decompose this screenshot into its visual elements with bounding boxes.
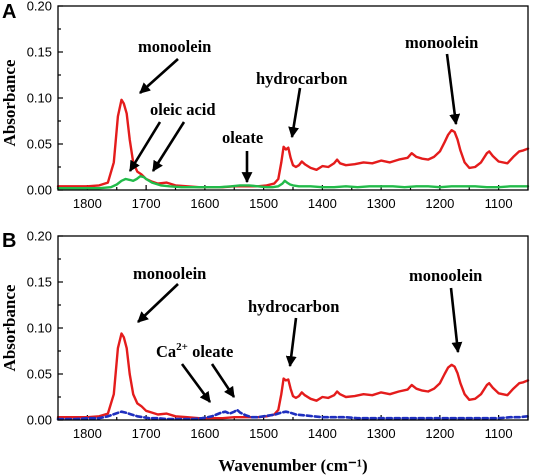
- x-tick-label-b-3: 1500: [249, 426, 278, 441]
- ca-text: Ca: [156, 342, 176, 361]
- series-line-a-0: [56, 98, 530, 189]
- y-tick-label-b-3: 0.15: [27, 275, 52, 290]
- panel-b-annot-monoolein-1: monoolein: [133, 264, 206, 283]
- arrow-a-hydrocarbon: [288, 87, 302, 139]
- panel-a-frame: [57, 5, 529, 191]
- panel-a-series: [56, 98, 530, 190]
- panel-a-annot-monoolein-2: monoolein: [405, 33, 478, 52]
- x-tick-label-a-2: 1600: [190, 196, 219, 211]
- arrow-b-ca-oleate-2: [210, 363, 236, 398]
- panel-a-label: A: [2, 1, 16, 23]
- x-tick-label-b-2: 1600: [190, 426, 219, 441]
- y-tick-label-a-3: 0.15: [27, 45, 52, 60]
- panel-b-ylabel: Absorbance: [0, 284, 19, 371]
- panel-a-annot-hydrocarbon: hydrocarbon: [256, 69, 347, 88]
- x-tick-label-a-7: 1100: [485, 196, 513, 211]
- x-tick-label-a-3: 1500: [249, 196, 278, 211]
- x-tick-label-b-7: 1100: [485, 426, 513, 441]
- arrow-b-hydrocarbon: [285, 317, 298, 368]
- panel-b-annot-monoolein-2: monoolein: [409, 266, 482, 285]
- arrow-a-oleic-2: [151, 121, 186, 172]
- x-tick-label-a-5: 1300: [367, 196, 396, 211]
- panel-b-annot-hydrocarbon: hydrocarbon: [248, 297, 339, 316]
- panel-b-ticks: 1800 1700 1600 1500 1400 1300 1200 1100 0.00 0.05…: [27, 229, 529, 441]
- y-tick-label-b-0: 0.00: [27, 413, 52, 428]
- panel-b-annot-ca-oleate: Ca2+ oleate: [156, 341, 233, 361]
- panel-b-series: [56, 332, 530, 421]
- panel-b-xlabel: Wavenumber (cm⁻¹): [218, 456, 367, 475]
- series-line-b-1: [56, 408, 530, 421]
- y-tick-label-b-1: 0.05: [27, 367, 52, 382]
- panel-a-ticks: 1800 1700 1600 1500 1400 1300 1200 1100 0.00 0.05…: [27, 0, 529, 211]
- x-tick-label-a-1: 1700: [132, 196, 161, 211]
- panel-b-frame: [57, 235, 529, 421]
- y-tick-label-b-2: 0.10: [27, 321, 52, 336]
- arrow-b-ca-oleate-1: [180, 363, 212, 403]
- arrow-a-monoolein-1: [139, 58, 179, 94]
- y-tick-label-b-4: 0.20: [27, 229, 52, 244]
- panel-a-annot-monoolein-1: monoolein: [138, 37, 211, 56]
- arrow-a-monoolein-2: [445, 53, 461, 126]
- panel-b-label: B: [2, 230, 16, 252]
- arrow-b-monoolein-2: [449, 287, 463, 354]
- panel-a-annot-oleic-acid: oleic acid: [150, 100, 216, 119]
- x-tick-label-b-0: 1800: [73, 426, 102, 441]
- panel-b-arrows: [137, 283, 463, 403]
- x-tick-label-b-1: 1700: [132, 426, 161, 441]
- y-tick-label-a-1: 0.05: [27, 137, 52, 152]
- panel-a-annot-oleate: oleate: [222, 128, 263, 147]
- x-tick-label-b-4: 1400: [308, 426, 337, 441]
- series-line-a-1: [56, 174, 530, 190]
- x-tick-label-a-6: 1200: [425, 196, 454, 211]
- y-tick-label-a-2: 0.10: [27, 91, 52, 106]
- y-tick-label-a-0: 0.00: [27, 183, 52, 198]
- x-tick-label-b-6: 1200: [425, 426, 454, 441]
- oleate-text: oleate: [188, 342, 233, 361]
- series-line-b-0: [56, 332, 530, 420]
- panel-a: A Absorbance 1800 1700 1600 1500 1400 1300 120…: [0, 0, 530, 211]
- x-tick-label-a-4: 1400: [308, 196, 337, 211]
- arrow-b-monoolein-1: [137, 283, 179, 323]
- arrow-a-oleic-1: [128, 121, 162, 172]
- panel-a-ylabel: Absorbance: [0, 59, 19, 146]
- x-tick-label-a-0: 1800: [73, 196, 102, 211]
- panel-b: B Absorbance 1800 1700 1600 1500 1400 1300 120…: [0, 229, 530, 475]
- panel-a-arrows: [128, 53, 461, 184]
- ca-superscript: 2+: [176, 341, 188, 353]
- y-tick-label-a-4: 0.20: [27, 0, 52, 14]
- x-tick-label-b-5: 1300: [367, 426, 396, 441]
